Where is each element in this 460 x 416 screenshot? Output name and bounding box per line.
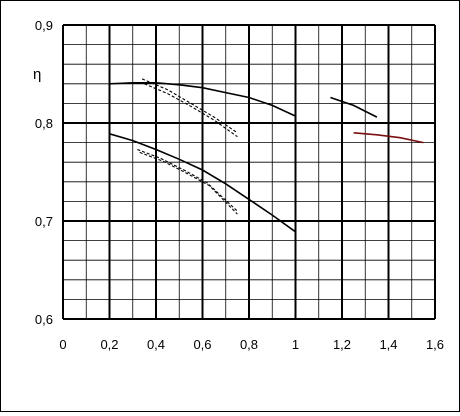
series-line-2 [109, 133, 296, 233]
x-tick-label: 1,6 [426, 337, 444, 352]
y-tick-label: 0,7 [35, 214, 53, 229]
y-tick-label: 0,9 [35, 18, 53, 33]
x-tick-label: 0,8 [240, 337, 258, 352]
tick-labels: 0 0,2 0,4 0,6 0,8 1 1,2 1,4 1,6 0,6 0,7 0,8 0,9 [35, 18, 444, 352]
series-line-4 [144, 83, 238, 138]
grid [62, 24, 436, 320]
series-group [109, 78, 424, 233]
x-tick-label: 1 [292, 337, 299, 352]
x-tick-label: 0 [59, 337, 66, 352]
series-line-5 [137, 148, 238, 212]
series-line-3 [141, 78, 238, 134]
x-tick-label: 0,4 [147, 337, 165, 352]
x-tick-label: 0,2 [100, 337, 118, 352]
series-line-7 [330, 96, 378, 118]
x-tick-label: 1,2 [333, 337, 351, 352]
y-tick-label: 0,8 [35, 116, 53, 131]
y-axis-label: η [33, 66, 41, 83]
series-line-8 [353, 132, 424, 144]
series-line-1 [109, 82, 296, 117]
x-tick-label: 1,4 [379, 337, 397, 352]
y-tick-label: 0,6 [35, 312, 53, 327]
x-tick-label: 0,6 [193, 337, 211, 352]
series-line-6 [139, 151, 238, 215]
